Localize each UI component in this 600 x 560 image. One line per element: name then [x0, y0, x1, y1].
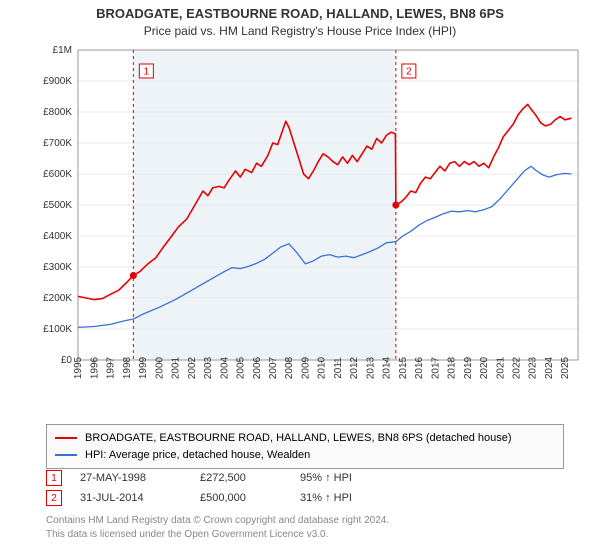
svg-text:2011: 2011	[333, 357, 344, 379]
svg-text:2022: 2022	[512, 356, 523, 379]
svg-text:2000: 2000	[154, 356, 165, 379]
svg-text:2025: 2025	[560, 356, 571, 379]
svg-text:2009: 2009	[300, 356, 311, 379]
svg-text:£300K: £300K	[43, 262, 72, 273]
marker-badge-1: 1	[46, 470, 62, 486]
legend-row-series-1: BROADGATE, EASTBOURNE ROAD, HALLAND, LEW…	[55, 430, 555, 447]
svg-text:£100K: £100K	[43, 324, 72, 335]
svg-text:1995: 1995	[73, 356, 84, 379]
svg-text:£400K: £400K	[43, 231, 72, 242]
svg-text:2024: 2024	[544, 356, 555, 379]
chart-area: £0 £100K £200K £300K £400K £500K £600K £700K £80…	[32, 44, 582, 414]
marker-date-2: 31-JUL-2014	[80, 492, 200, 504]
svg-text:2: 2	[406, 67, 412, 78]
svg-text:£500K: £500K	[43, 200, 72, 211]
svg-text:2003: 2003	[203, 356, 214, 379]
license-text: Contains HM Land Registry data © Crown c…	[46, 514, 566, 541]
svg-text:1998: 1998	[122, 356, 133, 379]
marker-table: 1 27-MAY-1998 £272,500 95% ↑ HPI 2 31-JU…	[46, 468, 420, 508]
svg-text:2008: 2008	[284, 356, 295, 379]
marker-hpi-2: 31% ↑ HPI	[300, 492, 420, 504]
svg-text:2015: 2015	[398, 356, 409, 379]
svg-text:£600K: £600K	[43, 169, 72, 180]
svg-text:2004: 2004	[219, 356, 230, 379]
svg-text:£1M: £1M	[53, 45, 72, 56]
svg-text:2006: 2006	[252, 356, 263, 379]
svg-text:2013: 2013	[365, 356, 376, 379]
legend-swatch-2	[55, 454, 77, 456]
svg-text:2021: 2021	[495, 356, 506, 379]
svg-text:£0: £0	[61, 355, 73, 366]
svg-text:1: 1	[144, 67, 150, 78]
svg-text:2018: 2018	[447, 356, 458, 379]
svg-text:1999: 1999	[138, 356, 149, 379]
svg-text:2002: 2002	[187, 356, 198, 379]
svg-text:2017: 2017	[430, 356, 441, 379]
svg-text:2001: 2001	[171, 356, 182, 379]
svg-text:2016: 2016	[414, 356, 425, 379]
marker-hpi-1: 95% ↑ HPI	[300, 472, 420, 484]
svg-text:1997: 1997	[106, 356, 117, 379]
marker-row-2: 2 31-JUL-2014 £500,000 31% ↑ HPI	[46, 488, 420, 508]
marker-price-2: £500,000	[200, 492, 300, 504]
chart-svg: £0 £100K £200K £300K £400K £500K £600K £700K £80…	[32, 44, 582, 414]
legend-swatch-1	[55, 437, 77, 439]
svg-text:2012: 2012	[349, 356, 360, 379]
legend-label-1: BROADGATE, EASTBOURNE ROAD, HALLAND, LEW…	[85, 430, 512, 447]
svg-text:2023: 2023	[528, 356, 539, 379]
svg-text:2019: 2019	[463, 356, 474, 379]
marker-price-1: £272,500	[200, 472, 300, 484]
svg-text:2020: 2020	[479, 356, 490, 379]
svg-text:2010: 2010	[317, 356, 328, 379]
svg-text:£700K: £700K	[43, 138, 72, 149]
svg-text:2007: 2007	[268, 356, 279, 379]
svg-text:2014: 2014	[382, 356, 393, 379]
marker-row-1: 1 27-MAY-1998 £272,500 95% ↑ HPI	[46, 468, 420, 488]
svg-text:1996: 1996	[89, 356, 100, 379]
chart-title-line2: Price paid vs. HM Land Registry's House …	[0, 24, 600, 38]
marker-badge-2: 2	[46, 490, 62, 506]
legend-label-2: HPI: Average price, detached house, Weal…	[85, 447, 310, 464]
legend-row-series-2: HPI: Average price, detached house, Weal…	[55, 447, 555, 464]
marker-date-1: 27-MAY-1998	[80, 472, 200, 484]
legend: BROADGATE, EASTBOURNE ROAD, HALLAND, LEW…	[46, 424, 564, 469]
svg-text:£200K: £200K	[43, 293, 72, 304]
svg-text:£800K: £800K	[43, 107, 72, 118]
svg-text:2005: 2005	[236, 356, 247, 379]
chart-title-line1: BROADGATE, EASTBOURNE ROAD, HALLAND, LEW…	[0, 6, 600, 21]
svg-text:£900K: £900K	[43, 76, 72, 87]
